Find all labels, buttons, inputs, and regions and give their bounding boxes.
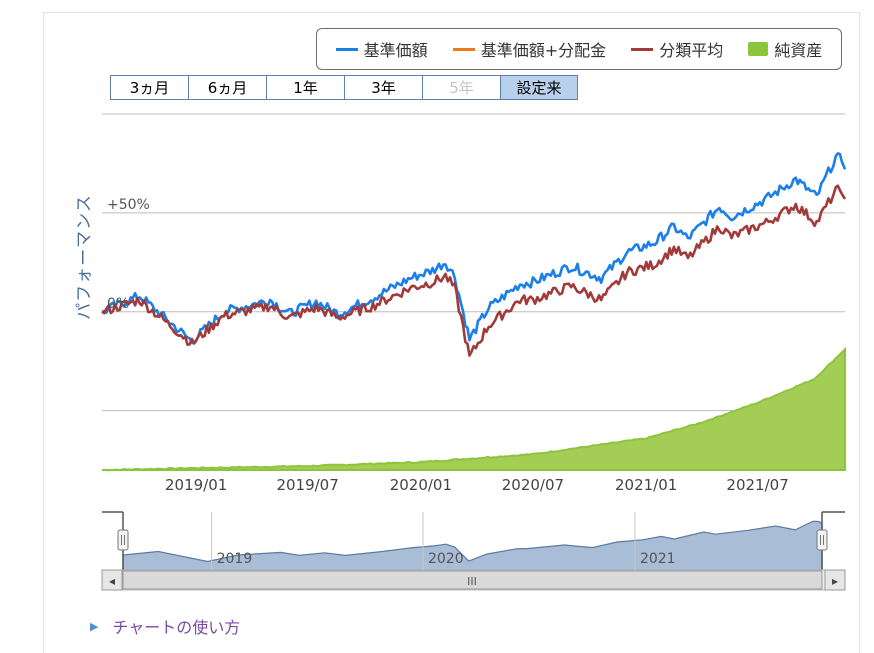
legend-label: 純資産 xyxy=(774,41,823,60)
navigator-year-label: 2020 xyxy=(428,551,464,567)
navigator-handle[interactable] xyxy=(816,529,828,551)
legend-label: 基準価額+分配金 xyxy=(480,41,607,60)
series-net-assets-area xyxy=(101,346,846,472)
legend-swatch xyxy=(452,47,475,51)
x-tick-label: 2020/07 xyxy=(502,476,564,494)
navigator-series xyxy=(122,520,823,571)
range-button-3[interactable]: 3年 xyxy=(344,75,423,100)
series-nav-line xyxy=(101,152,847,345)
x-tick-label: 2019/07 xyxy=(276,476,338,494)
y-tick-label: 0% xyxy=(107,296,129,312)
scroll-right-icon: ▸ xyxy=(832,574,838,588)
legend-item-1[interactable]: 基準価額+分配金 xyxy=(452,37,607,61)
performance-chart: +50% 0% 2019/01 2019/07 2020/01 2020/07 2021/0… xyxy=(101,113,847,591)
legend-swatch xyxy=(631,47,654,51)
scroll-right-button[interactable] xyxy=(824,569,846,591)
chart-help-label: チャートの使い方 xyxy=(112,618,241,637)
scrollbar-grip: III xyxy=(467,575,477,588)
x-tick-label: 2020/01 xyxy=(390,476,452,494)
scrollbar-thumb[interactable] xyxy=(122,570,823,590)
y-tick-label: +50% xyxy=(107,197,150,213)
range-button-0[interactable]: 3ヵ月 xyxy=(110,75,189,100)
legend-swatch xyxy=(748,42,769,56)
x-tick-label: 2021/01 xyxy=(615,476,677,494)
scroll-left-button[interactable] xyxy=(101,569,123,591)
navigator-year-label: 2019 xyxy=(217,551,253,567)
navigator-handle[interactable] xyxy=(117,529,129,551)
chart-legend: 基準価額 基準価額+分配金 分類平均 純資産 xyxy=(316,28,842,70)
legend-label: 基準価額 xyxy=(363,41,428,60)
range-button-5[interactable]: 設定来 xyxy=(500,75,578,100)
legend-swatch xyxy=(335,47,358,51)
series-category-average-line xyxy=(101,184,847,357)
range-button-1[interactable]: 6ヵ月 xyxy=(188,75,267,100)
x-tick-label: 2019/01 xyxy=(165,476,227,494)
range-button-2[interactable]: 1年 xyxy=(266,75,345,100)
chart-help-link[interactable]: ▶ チャートの使い方 xyxy=(90,614,240,638)
legend-item-2[interactable]: 分類平均 xyxy=(631,37,723,61)
legend-item-3[interactable]: 純資産 xyxy=(748,37,822,61)
range-selector: 3ヵ月 6ヵ月 1年 3年 5年 設定来 xyxy=(110,75,578,100)
navigator-year-label: 2021 xyxy=(640,551,676,567)
legend-item-0[interactable]: 基準価額 xyxy=(335,37,428,61)
triangle-bullet-icon: ▶ xyxy=(90,619,99,633)
legend-label: 分類平均 xyxy=(659,41,724,60)
scroll-left-icon: ◂ xyxy=(109,574,115,588)
x-tick-label: 2021/07 xyxy=(726,476,788,494)
navigator-outline xyxy=(102,511,845,570)
range-button-4[interactable]: 5年 xyxy=(422,75,501,100)
